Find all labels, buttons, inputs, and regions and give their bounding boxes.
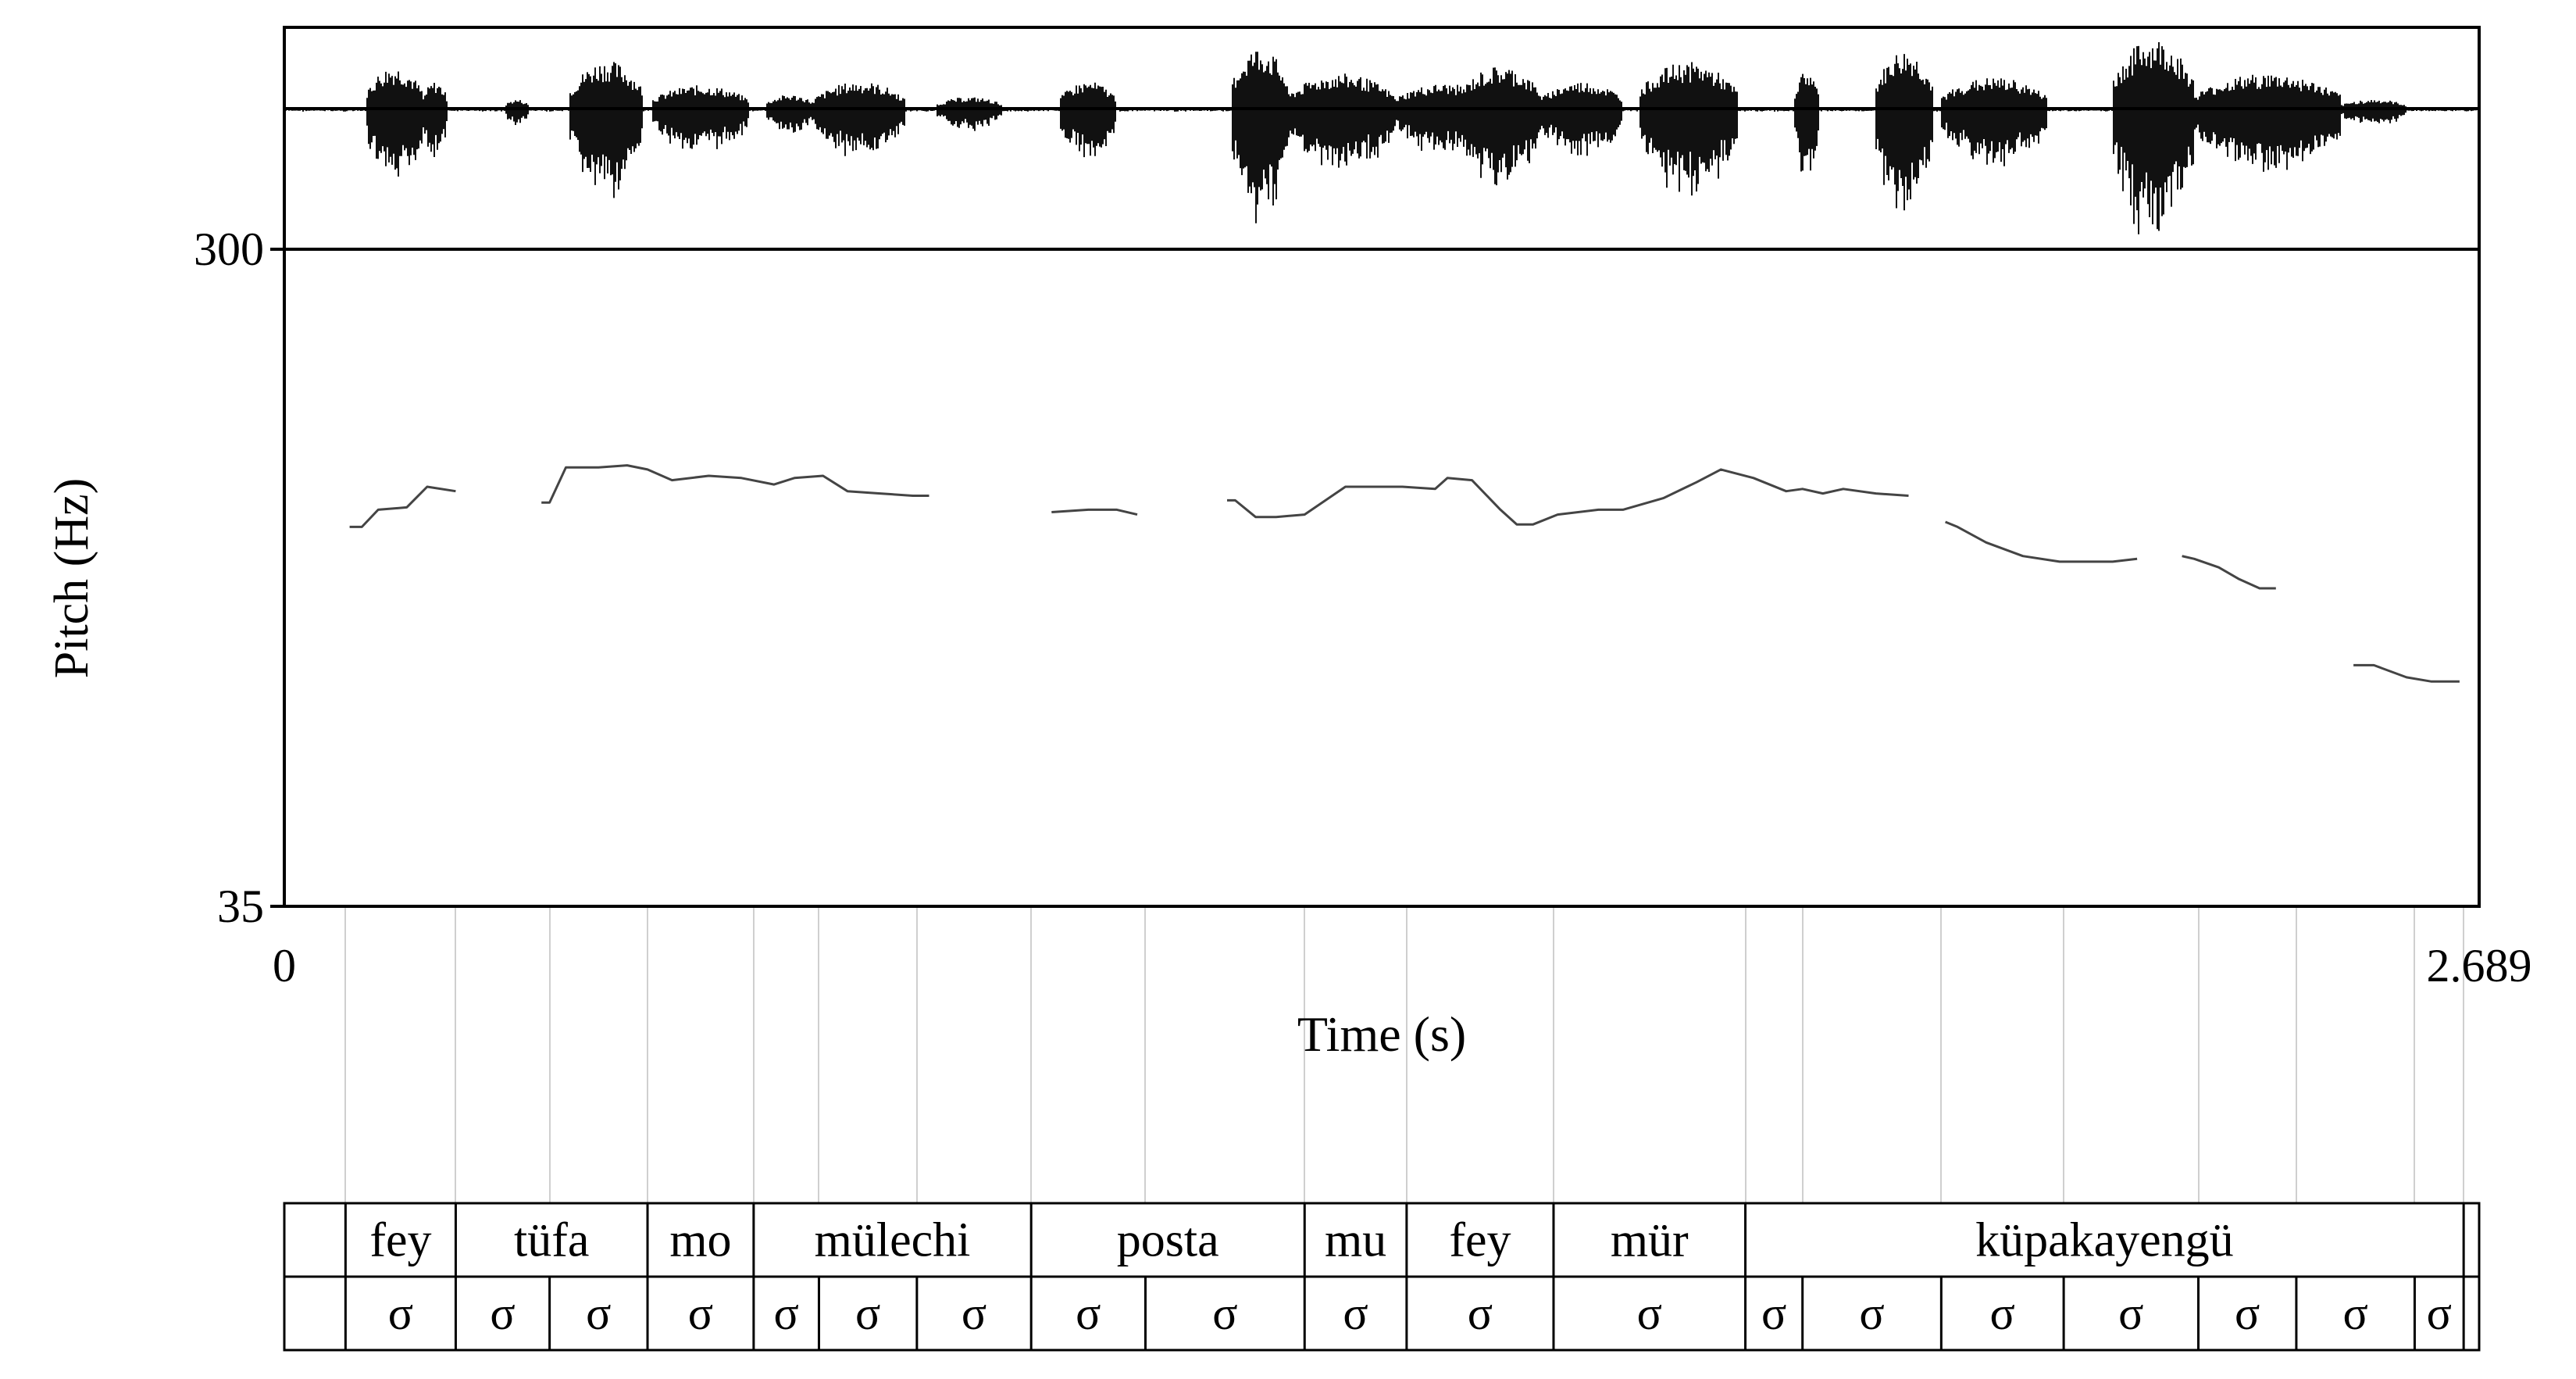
pitch-segment: [2182, 555, 2276, 590]
syllable-label: σ: [1343, 1288, 1368, 1339]
syllable-label: σ: [2427, 1288, 2452, 1339]
syllable-label: σ: [1212, 1288, 1237, 1339]
x-tick-label-end: 2.689: [2427, 940, 2532, 991]
waveform-samples: [285, 42, 2477, 234]
y-tick-label-300: 300: [194, 223, 264, 275]
syllable-label: σ: [490, 1288, 515, 1339]
syllable-label: σ: [2118, 1288, 2143, 1339]
pitch-segment: [1945, 520, 2138, 563]
syllable-label: σ: [1468, 1288, 1493, 1339]
syllable-label: σ: [1761, 1288, 1786, 1339]
word-label: posta: [1117, 1213, 1219, 1266]
pitch-segment: [541, 464, 929, 504]
y-tick-label-35: 35: [217, 881, 264, 932]
pitch-segment: [2353, 663, 2460, 683]
word-label: küpakayengü: [1975, 1213, 2234, 1266]
pitch-segment: [1227, 468, 1909, 526]
pitch-panel-frame: [283, 248, 2481, 908]
syllable-label: σ: [1859, 1288, 1884, 1339]
x-axis-label: Time (s): [1297, 1006, 1466, 1062]
syllable-label: σ: [1076, 1288, 1101, 1339]
word-label: mür: [1611, 1213, 1689, 1266]
y-axis-label: Pitch (Hz): [45, 478, 98, 679]
waveform: [284, 42, 2479, 234]
pitch-segment: [349, 485, 456, 528]
word-label: mu: [1325, 1213, 1386, 1266]
syllable-label: σ: [1637, 1288, 1662, 1339]
syllable-label: σ: [1990, 1288, 2015, 1339]
syllable-label: σ: [774, 1288, 799, 1339]
x-tick-label-start: 0: [273, 940, 296, 991]
syllable-label: σ: [688, 1288, 713, 1339]
syllable-label: σ: [855, 1288, 880, 1339]
annotation-tiers: fey tüfa mo mülechi posta mu fey mür küpakayengü…: [283, 1202, 2481, 1352]
pitch-track: [349, 464, 2460, 683]
word-label: fey: [369, 1213, 431, 1266]
boundary-guides: [344, 906, 2464, 1203]
syllable-label: σ: [2235, 1288, 2260, 1339]
syllable-label: σ: [2343, 1288, 2368, 1339]
word-label: tüfa: [514, 1213, 589, 1266]
word-label: mo: [669, 1213, 731, 1266]
pitch-segment: [1051, 508, 1138, 516]
syllable-label: σ: [962, 1288, 987, 1339]
syllable-label: σ: [586, 1288, 611, 1339]
word-label: mülechi: [815, 1213, 971, 1266]
syllable-label: σ: [388, 1288, 413, 1339]
word-label: fey: [1449, 1213, 1511, 1266]
